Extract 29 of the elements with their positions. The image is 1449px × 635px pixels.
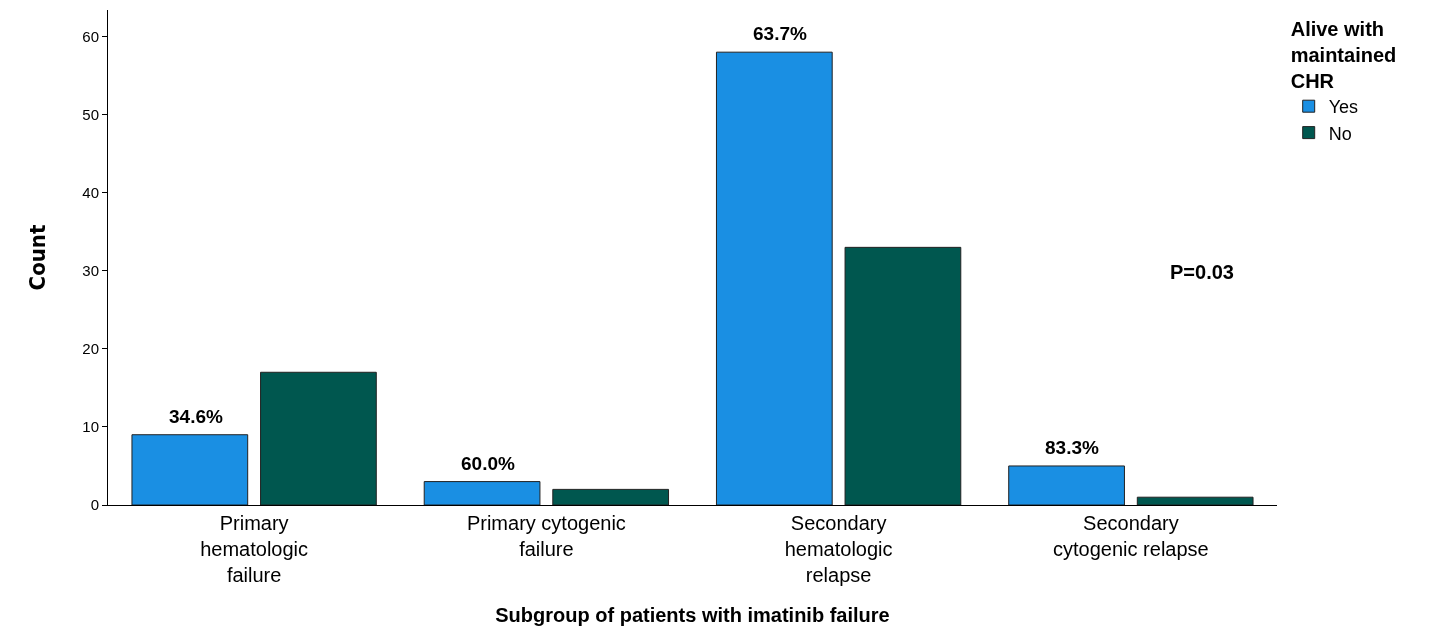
x-axis-title: Subgroup of patients with imatinib failure	[495, 603, 890, 626]
x-tick-label: Primary cytogenic failure	[466, 512, 626, 560]
bar	[1008, 465, 1125, 505]
bar	[131, 434, 249, 505]
bar	[552, 488, 670, 505]
annotation: 34.6%	[169, 406, 223, 427]
annotation: 63.7%	[753, 23, 807, 44]
y-tick-label: 20	[82, 340, 99, 358]
legend-label: Yes	[1328, 97, 1359, 118]
x-tick-label: Secondary hematologic relapse	[784, 512, 893, 586]
y-axis-title: Count	[25, 224, 51, 291]
y-tick-label: 40	[82, 183, 99, 201]
y-tick-label: 60	[82, 27, 99, 45]
bar	[423, 481, 541, 505]
bar	[844, 246, 962, 505]
y-tick-label: 0	[90, 496, 99, 514]
annotation: 60.0%	[461, 453, 515, 474]
legend-label: No	[1328, 123, 1352, 144]
bar	[1136, 496, 1254, 505]
legend-title: Alive with maintained CHR	[1290, 18, 1397, 92]
x-tick-label: Primary hematologic failure	[200, 512, 309, 586]
y-tick-label: 50	[82, 105, 99, 123]
annotation: P=0.03	[1170, 261, 1234, 283]
bar	[260, 371, 377, 505]
annotation: 83.3%	[1045, 437, 1099, 458]
x-tick-label: Secondary cytogenic relapse	[1053, 512, 1209, 560]
y-tick-label: 30	[82, 262, 99, 280]
bar	[715, 51, 833, 505]
y-tick-label: 10	[82, 418, 99, 436]
